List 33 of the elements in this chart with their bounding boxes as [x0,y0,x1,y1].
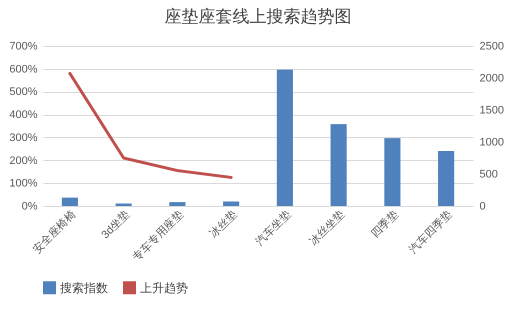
y-tick-label: 100% [9,178,38,190]
y-tick-label: 500% [9,86,38,98]
y2-tick-label: 2500 [480,40,504,52]
y2-tick-label: 500 [480,168,498,180]
y2-tick-label: 1500 [480,104,504,116]
bar [116,203,132,206]
y2-tick-label: 2000 [480,72,504,84]
x-tick-label: 四季垫 [368,208,401,240]
y2-tick-label: 1000 [480,136,504,148]
bar [62,198,78,206]
bar [438,150,454,206]
x-tick-label: 3d坐垫 [98,208,132,242]
bar [223,202,240,206]
y2-tick-label: 0 [480,200,486,212]
x-tick-label: 冰丝垫 [207,208,240,240]
legend-label: 搜索指数 [60,280,108,295]
bar [276,70,293,206]
line-series [68,72,233,179]
bar [330,124,347,206]
chart-title: 座垫座套线上搜索趋势图 [164,7,352,27]
y-tick-label: 200% [9,154,38,167]
bar [384,138,400,206]
x-tick-label: 冰丝坐垫 [306,208,348,248]
y-tick-label: 700% [9,40,38,52]
legend-label: 上升趋势 [140,280,188,295]
x-tick-label: 汽车四季垫 [406,208,455,256]
y-tick-label: 600% [9,63,38,76]
bar [169,202,186,206]
x-tick-label: 汽车坐垫 [253,208,294,248]
x-tick-label: 专车专用座垫 [130,208,186,264]
y-tick-label: 0% [22,200,38,212]
y-tick-label: 400% [9,109,38,122]
y-tick-label: 300% [9,132,38,144]
